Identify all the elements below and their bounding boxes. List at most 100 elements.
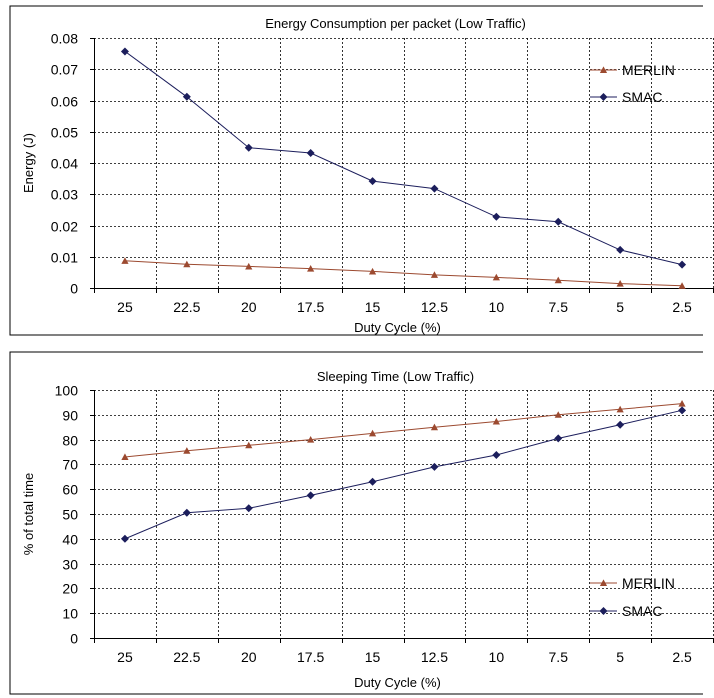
x-tick-label: 20 bbox=[241, 299, 257, 315]
sleeping-time-chart-panel: 0 10 20 30 40 50 60 70 80 90 100 25 22.5 20 17.5 15 12.5… bbox=[0, 349, 714, 698]
data-point-smac bbox=[306, 149, 315, 157]
series-line-smac bbox=[124, 50, 683, 266]
legend-label-smac: SMAC bbox=[622, 89, 662, 105]
series-line-smac bbox=[124, 409, 683, 540]
sleeping-time-chart: 0 10 20 30 40 50 60 70 80 90 100 25 22.5 20 17.5 15 12.5… bbox=[9, 351, 714, 695]
x-tick-label: 7.5 bbox=[549, 299, 569, 315]
x-tick-label: 12.5 bbox=[421, 299, 448, 315]
x-tick-label: 2.5 bbox=[672, 299, 692, 315]
y-tick-label: 50 bbox=[62, 507, 78, 523]
data-point-smac bbox=[120, 534, 129, 543]
x-tick-label: 12.5 bbox=[421, 649, 448, 665]
data-point-smac bbox=[492, 450, 501, 459]
data-point-merlin bbox=[616, 405, 624, 413]
y-tick-label: 0.01 bbox=[51, 250, 78, 266]
y-tick-label: 0.04 bbox=[51, 156, 78, 172]
chart-frame bbox=[9, 351, 703, 695]
legend-marker-smac bbox=[599, 93, 608, 101]
y-tick-label: 0.05 bbox=[51, 125, 78, 141]
data-point-merlin bbox=[554, 411, 562, 418]
y-tick-label: 0.06 bbox=[51, 94, 78, 110]
series-line-merlin bbox=[124, 260, 683, 287]
x-tick-label: 20 bbox=[241, 649, 257, 665]
data-point-smac bbox=[182, 92, 191, 101]
x-axis-label: Duty Cycle (%) bbox=[354, 320, 441, 335]
x-tick-label: 7.5 bbox=[549, 649, 569, 665]
y-tick-label: 60 bbox=[62, 482, 78, 498]
y-tick-label: 10 bbox=[62, 606, 78, 622]
data-point-smac bbox=[616, 245, 625, 254]
data-point-smac bbox=[244, 143, 253, 152]
y-tick-label: 0.07 bbox=[51, 62, 78, 78]
x-tick-label: 15 bbox=[365, 299, 381, 315]
data-point-smac bbox=[244, 504, 253, 513]
legend-label-merlin: MERLIN bbox=[622, 575, 675, 591]
data-point-smac bbox=[554, 217, 563, 226]
data-point-merlin bbox=[678, 400, 686, 407]
energy-chart: 0 0.01 0.02 0.03 0.04 0.05 0.06 0.07 0.08 25 22.5 2… bbox=[9, 5, 714, 336]
data-point-smac bbox=[120, 47, 129, 56]
y-tick-label: 0 bbox=[70, 631, 78, 647]
y-tick-label: 0.08 bbox=[51, 31, 78, 47]
y-tick-label: 80 bbox=[62, 433, 78, 449]
data-point-smac bbox=[430, 462, 439, 471]
data-point-merlin bbox=[307, 436, 315, 443]
data-point-smac bbox=[430, 184, 439, 193]
data-point-smac bbox=[616, 420, 625, 429]
data-point-merlin bbox=[183, 447, 191, 454]
data-point-merlin bbox=[307, 265, 315, 272]
data-point-smac bbox=[678, 406, 687, 415]
x-tick-label: 10 bbox=[489, 299, 505, 315]
data-point-merlin bbox=[245, 441, 253, 449]
data-point-smac bbox=[368, 177, 377, 186]
data-point-merlin bbox=[368, 429, 377, 437]
y-tick-label: 0 bbox=[70, 281, 78, 297]
x-tick-label: 17.5 bbox=[297, 649, 324, 665]
data-point-merlin bbox=[492, 417, 500, 425]
data-point-merlin bbox=[678, 282, 686, 289]
data-point-smac bbox=[492, 212, 501, 221]
x-tick-label: 22.5 bbox=[173, 649, 200, 665]
y-tick-label: 0.02 bbox=[51, 219, 78, 235]
legend-marker-smac bbox=[599, 607, 608, 615]
data-point-smac bbox=[306, 491, 315, 500]
data-point-smac bbox=[554, 434, 563, 443]
chart-title: Sleeping Time (Low Traffic) bbox=[317, 369, 474, 384]
data-point-merlin bbox=[368, 267, 377, 275]
data-point-merlin bbox=[183, 260, 191, 268]
y-tick-label: 100 bbox=[55, 383, 79, 399]
chart-frame bbox=[9, 5, 703, 336]
energy-chart-panel: 0 0.01 0.02 0.03 0.04 0.05 0.06 0.07 0.08 25 22.5 2… bbox=[0, 0, 714, 343]
x-tick-label: 15 bbox=[365, 649, 381, 665]
x-axis-label: Duty Cycle (%) bbox=[354, 675, 441, 690]
legend-label-merlin: MERLIN bbox=[622, 62, 675, 78]
x-tick-label: 25 bbox=[117, 649, 133, 665]
data-point-smac bbox=[368, 477, 377, 486]
x-tick-label: 5 bbox=[616, 299, 624, 315]
y-tick-label: 0.03 bbox=[51, 187, 78, 203]
series-line-merlin bbox=[124, 403, 683, 458]
data-point-merlin bbox=[492, 273, 500, 281]
y-tick-label: 20 bbox=[62, 581, 78, 597]
legend-label-smac: SMAC bbox=[622, 603, 662, 619]
data-point-merlin bbox=[616, 280, 624, 287]
x-tick-label: 17.5 bbox=[297, 299, 324, 315]
data-point-merlin bbox=[121, 453, 129, 460]
data-point-merlin bbox=[430, 423, 439, 431]
chart-title: Energy Consumption per packet (Low Traff… bbox=[265, 16, 526, 31]
y-axis-label: % of total time bbox=[21, 473, 36, 555]
x-tick-label: 10 bbox=[489, 649, 505, 665]
data-point-merlin bbox=[554, 276, 562, 284]
data-point-smac bbox=[678, 260, 687, 269]
x-tick-label: 2.5 bbox=[672, 649, 692, 665]
data-point-merlin bbox=[121, 257, 129, 264]
data-point-merlin bbox=[245, 262, 253, 270]
y-tick-label: 40 bbox=[62, 532, 78, 548]
legend-marker-merlin bbox=[599, 66, 608, 73]
x-tick-label: 22.5 bbox=[173, 299, 200, 315]
y-axis-label: Energy (J) bbox=[21, 133, 36, 193]
x-tick-label: 25 bbox=[117, 299, 133, 315]
y-tick-label: 70 bbox=[62, 457, 78, 473]
legend-marker-merlin bbox=[599, 579, 608, 586]
data-point-smac bbox=[182, 508, 191, 517]
